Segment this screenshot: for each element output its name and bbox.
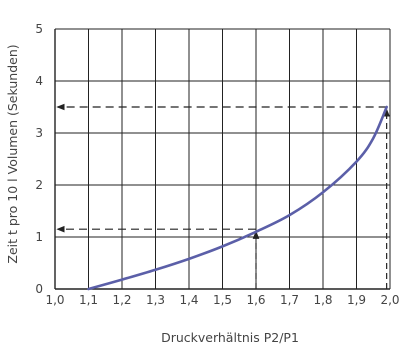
y-tick-label: 0 — [35, 282, 43, 296]
x-tick-label: 1,5 — [213, 293, 232, 307]
grid — [54, 28, 391, 290]
y-tick-label: 1 — [35, 230, 43, 244]
x-tick-label: 1,2 — [112, 293, 131, 307]
x-tick-label: 1,6 — [246, 293, 265, 307]
y-tick-label: 2 — [35, 178, 43, 192]
x-axis-label: Druckverhältnis P2/P1 — [161, 330, 299, 345]
x-tick-label: 1,9 — [347, 293, 366, 307]
y-tick-label: 4 — [35, 74, 43, 88]
y-tick-label: 5 — [35, 22, 43, 36]
series-line — [87, 105, 388, 291]
x-tick-label: 1,0 — [45, 293, 64, 307]
y-tick-label: 3 — [35, 126, 43, 140]
x-tick-label: 2,0 — [380, 293, 399, 307]
guide-lines — [56, 103, 391, 289]
x-tick-label: 1,1 — [79, 293, 98, 307]
x-tick-label: 1,8 — [313, 293, 332, 307]
y-axis-label: Zeit t pro 10 l Volumen (Sekunden) — [5, 44, 20, 263]
x-tick-labels: 1,0 1,1 1,2 1,3 1,4 1,5 1,6 1,7 1,8 1,9 2,0 — [45, 293, 399, 307]
x-tick-label: 1,7 — [280, 293, 299, 307]
x-tick-label: 1,3 — [146, 293, 165, 307]
x-tick-label: 1,4 — [179, 293, 198, 307]
series-layer — [87, 105, 388, 291]
y-tick-labels: 0 1 2 3 4 5 — [35, 22, 43, 296]
